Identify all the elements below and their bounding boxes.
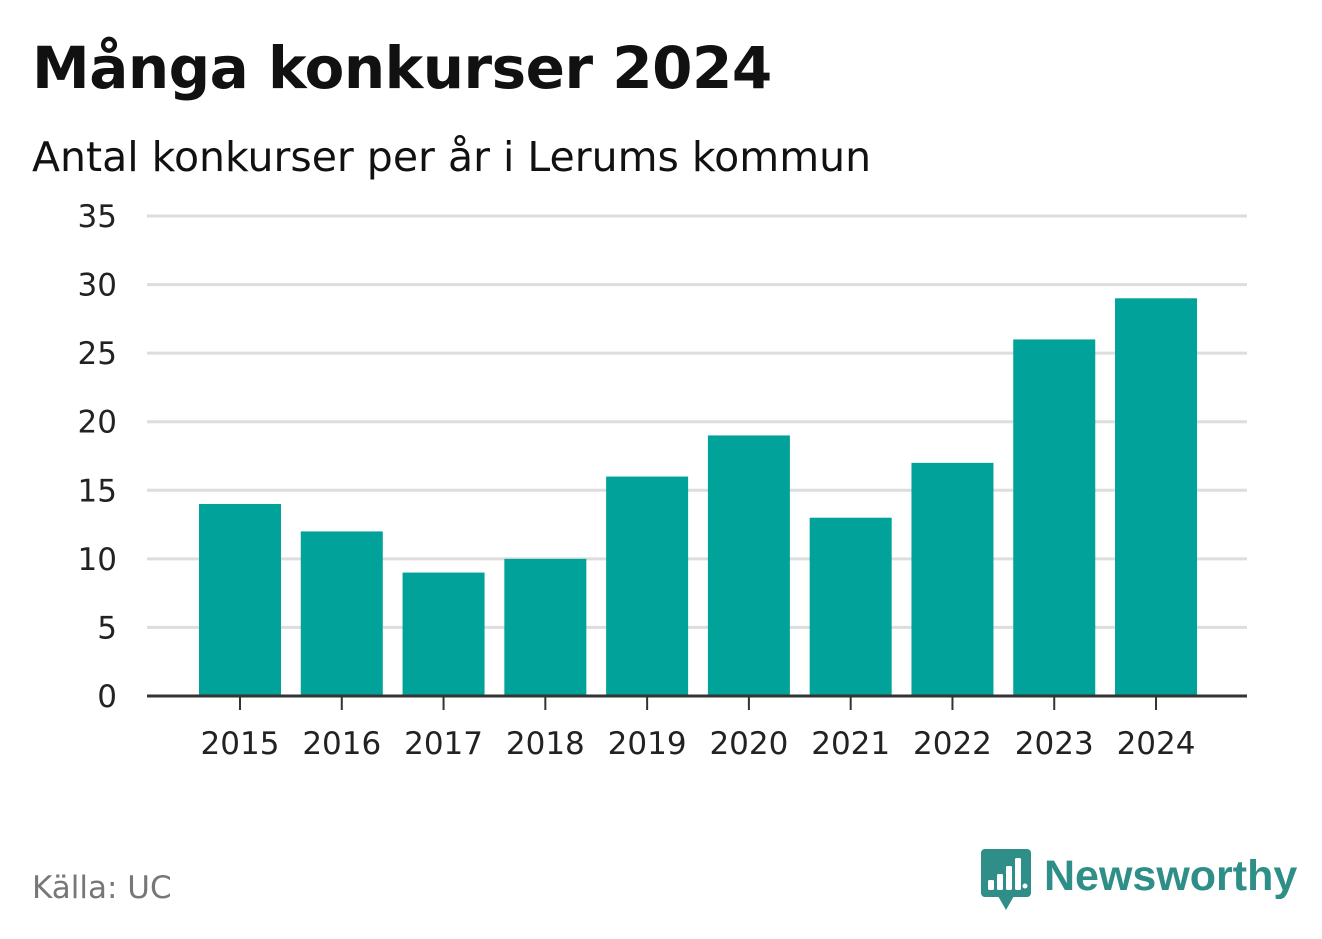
brand-name: Newsworthy [1044,851,1298,900]
bar-2021 [809,517,892,696]
y-tick-label: 10 [78,542,117,578]
x-tick-label: 2020 [709,726,788,762]
chart-subtitle: Antal konkurser per år i Lerums kommun [32,133,872,181]
y-tick-label: 20 [78,405,117,441]
y-tick-label: 25 [78,336,117,372]
y-tick-label: 5 [97,610,117,646]
bar-2024 [1115,298,1198,696]
x-tick-label: 2022 [913,726,992,762]
x-tick-label: 2015 [201,726,280,762]
bar-2018 [504,558,587,696]
bars [199,298,1198,696]
y-tick-label: 30 [78,268,117,304]
bar-2019 [606,476,689,696]
source-note: Källa: UC [32,870,172,906]
x-tick-label: 2023 [1015,726,1094,762]
x-tick-label: 2019 [608,726,687,762]
bar-chart: 0 5 10 15 20 25 30 35 2015 2016 2017 2018 2019 2020 20… [78,199,1247,762]
x-tick-label: 2017 [404,726,483,762]
x-tick-label: 2024 [1117,726,1196,762]
tick-labels: 0 5 10 15 20 25 30 35 2015 2016 2017 2018 2019 2020 20… [78,199,1196,762]
y-tick-label: 35 [78,199,117,235]
bar-2016 [300,531,383,696]
axes [147,694,1247,710]
chart-title: Många konkurser 2024 [32,34,772,102]
x-tick-label: 2016 [302,726,381,762]
bar-2015 [199,504,281,696]
bar-2020 [707,435,790,696]
x-tick-label: 2021 [811,726,890,762]
bar-2017 [402,572,485,696]
bar-2022 [911,462,994,696]
brand: Newsworthy [980,848,1297,912]
y-tick-label: 15 [78,473,117,509]
newsworthy-logo-icon [981,849,1031,910]
bar-2023 [1013,339,1096,696]
y-tick-label: 0 [97,679,117,715]
x-tick-label: 2018 [506,726,585,762]
